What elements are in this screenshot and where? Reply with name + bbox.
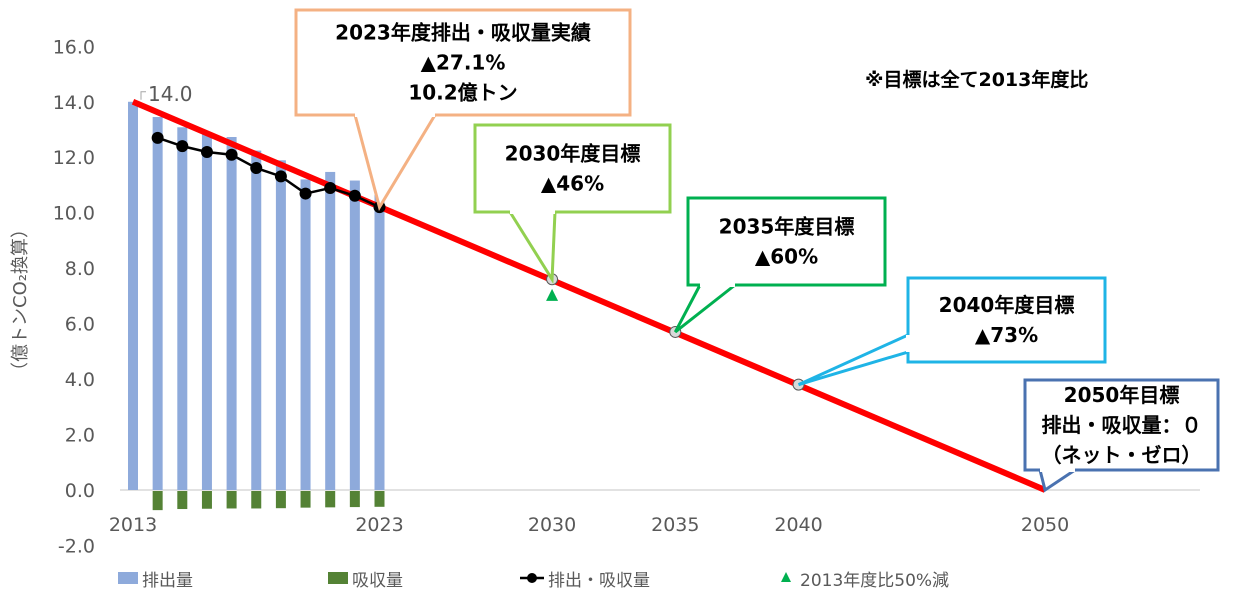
callout-pointer <box>797 333 909 387</box>
net-emission-point <box>324 182 337 195</box>
net-emission-line <box>157 136 381 209</box>
net-emission-point <box>225 148 238 161</box>
y-axis-title: （億トンCO₂換算） <box>10 220 31 380</box>
callout-text: ▲60% <box>755 245 818 269</box>
callout-text: 2040年度目標 <box>939 293 1075 317</box>
x-tick-label: 2030 <box>528 514 576 536</box>
y-tick-label: 10.0 <box>53 203 95 225</box>
emission-bar <box>128 101 138 490</box>
callout-text: 10.2億トン <box>408 81 517 105</box>
legend-label: 2013年度比50%減 <box>800 571 949 589</box>
y-tick-label: 8.0 <box>65 258 95 280</box>
net-emission-point <box>151 131 164 144</box>
emission-bar <box>251 150 262 491</box>
callout-pointer <box>673 283 736 334</box>
callout-box <box>473 123 672 214</box>
callout-text: 2035年度目標 <box>719 215 855 239</box>
net-emission-point <box>299 187 312 200</box>
legend-label: 吸収量 <box>352 571 403 589</box>
note-text: ※目標は全て2013年度比 <box>865 68 1088 91</box>
absorption-bar <box>152 491 163 511</box>
absorption-bar <box>251 491 262 509</box>
y-tick-label: 0.0 <box>65 480 95 502</box>
y-tick-label: 4.0 <box>65 369 95 391</box>
emission-bar <box>325 171 336 491</box>
half-reduction-marker <box>546 288 559 301</box>
callout-pointer <box>1038 468 1076 493</box>
y-tick-label: 2.0 <box>65 425 95 447</box>
callout-box <box>686 196 887 287</box>
net-emission-point <box>348 189 361 202</box>
callout-box <box>906 276 1107 364</box>
legend-swatch-absorption <box>328 572 348 584</box>
callout-text: ▲27.1% <box>421 51 506 75</box>
legend-marker-triangle <box>781 572 791 582</box>
legend-swatch-emission <box>118 572 138 584</box>
emission-bar <box>152 117 163 491</box>
absorption-bar <box>325 491 336 508</box>
x-tick-label: 2023 <box>355 514 403 536</box>
absorption-bar <box>226 491 237 509</box>
absorption-bar <box>275 491 286 509</box>
absorption-bar <box>177 491 188 510</box>
x-tick-label: 2035 <box>651 514 699 536</box>
callout-text: ▲46% <box>541 172 604 196</box>
callout-box <box>1023 378 1220 472</box>
net-emission-point <box>274 170 287 183</box>
emission-bar <box>177 127 188 491</box>
emission-bar <box>349 180 360 490</box>
x-tick-label: 2040 <box>774 514 822 536</box>
absorption-bar <box>201 491 212 509</box>
x-tick-label: 2013 <box>109 514 157 536</box>
net-emission-point <box>200 145 213 158</box>
callout-pointer <box>353 114 437 211</box>
y-tick-label: -2.0 <box>58 535 95 557</box>
legend-marker-net <box>527 573 537 583</box>
data-label-leader <box>140 91 146 100</box>
emission-bar <box>226 136 237 490</box>
callout-text: （ネット・ゼロ） <box>1042 443 1202 467</box>
callout-text: 2023年度排出・吸収量実績 <box>335 21 591 45</box>
net-emission-point <box>176 140 189 153</box>
absorption-bar <box>374 491 385 507</box>
legend-label: 排出・吸収量 <box>548 571 650 589</box>
callout-box <box>294 8 632 117</box>
callout-text: ▲73% <box>975 323 1038 347</box>
target-line <box>131 99 1047 493</box>
emission-bar <box>275 160 286 491</box>
y-tick-label: 6.0 <box>65 314 95 336</box>
callout-pointer <box>508 211 557 285</box>
emission-bar <box>374 194 385 490</box>
callout-text: 2050年目標 <box>1064 383 1180 407</box>
absorption-bar <box>349 491 360 508</box>
absorption-bar <box>300 491 311 508</box>
emission-bar <box>201 132 212 490</box>
emission-bar <box>300 179 311 490</box>
y-tick-label: 16.0 <box>53 36 95 58</box>
data-label-2013: 14.0 <box>148 82 193 106</box>
y-tick-label: 12.0 <box>53 147 95 169</box>
net-emission-point <box>250 162 263 175</box>
callout-text: 排出・吸収量：０ <box>1042 413 1202 437</box>
y-tick-label: 14.0 <box>53 92 95 114</box>
x-tick-label: 2050 <box>1021 514 1069 536</box>
callout-text: 2030年度目標 <box>505 142 641 166</box>
legend-label: 排出量 <box>142 571 193 589</box>
